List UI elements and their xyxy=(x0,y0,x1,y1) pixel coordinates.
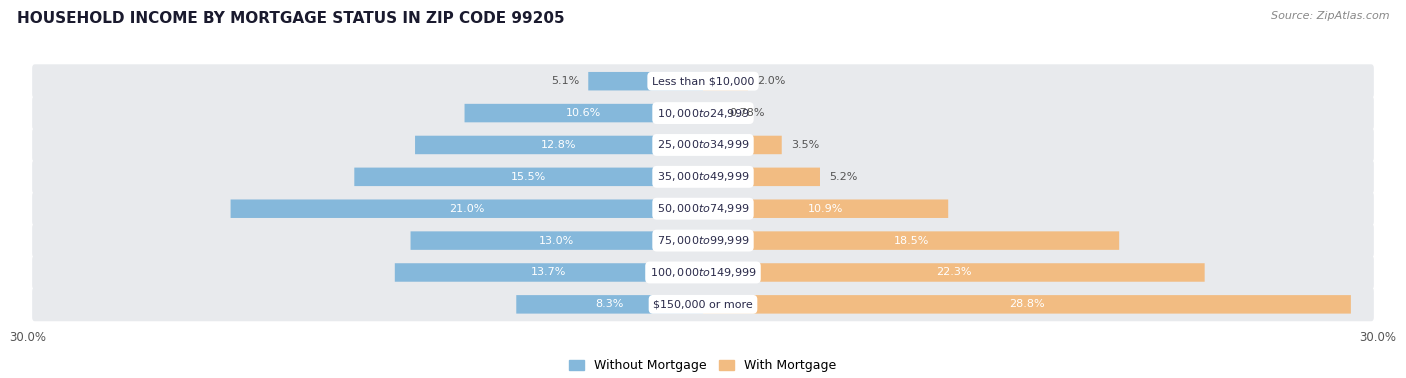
FancyBboxPatch shape xyxy=(32,128,1374,162)
Text: 21.0%: 21.0% xyxy=(449,204,485,214)
Text: 5.2%: 5.2% xyxy=(830,172,858,182)
Text: HOUSEHOLD INCOME BY MORTGAGE STATUS IN ZIP CODE 99205: HOUSEHOLD INCOME BY MORTGAGE STATUS IN Z… xyxy=(17,11,564,26)
FancyBboxPatch shape xyxy=(32,256,1374,290)
FancyBboxPatch shape xyxy=(32,224,1374,257)
FancyBboxPatch shape xyxy=(411,231,703,250)
FancyBboxPatch shape xyxy=(395,263,703,282)
Text: 18.5%: 18.5% xyxy=(893,235,929,246)
FancyBboxPatch shape xyxy=(703,263,1205,282)
FancyBboxPatch shape xyxy=(703,231,1119,250)
FancyBboxPatch shape xyxy=(703,200,948,218)
Text: 5.1%: 5.1% xyxy=(551,76,579,86)
Text: Source: ZipAtlas.com: Source: ZipAtlas.com xyxy=(1271,11,1389,21)
Text: Less than $10,000: Less than $10,000 xyxy=(652,76,754,86)
FancyBboxPatch shape xyxy=(703,295,1351,314)
Text: $35,000 to $49,999: $35,000 to $49,999 xyxy=(657,170,749,183)
FancyBboxPatch shape xyxy=(703,104,720,122)
Text: 13.7%: 13.7% xyxy=(531,268,567,277)
FancyBboxPatch shape xyxy=(32,160,1374,194)
FancyBboxPatch shape xyxy=(32,287,1374,321)
Legend: Without Mortgage, With Mortgage: Without Mortgage, With Mortgage xyxy=(564,354,842,377)
FancyBboxPatch shape xyxy=(703,136,782,154)
Text: $100,000 to $149,999: $100,000 to $149,999 xyxy=(650,266,756,279)
Text: $10,000 to $24,999: $10,000 to $24,999 xyxy=(657,107,749,119)
FancyBboxPatch shape xyxy=(32,96,1374,130)
FancyBboxPatch shape xyxy=(588,72,703,90)
Text: $150,000 or more: $150,000 or more xyxy=(654,299,752,309)
Text: 28.8%: 28.8% xyxy=(1010,299,1045,309)
Text: 13.0%: 13.0% xyxy=(538,235,575,246)
FancyBboxPatch shape xyxy=(703,72,748,90)
FancyBboxPatch shape xyxy=(415,136,703,154)
Text: 15.5%: 15.5% xyxy=(510,172,547,182)
FancyBboxPatch shape xyxy=(32,64,1374,98)
Text: $50,000 to $74,999: $50,000 to $74,999 xyxy=(657,202,749,215)
Text: 10.6%: 10.6% xyxy=(567,108,602,118)
FancyBboxPatch shape xyxy=(703,167,820,186)
Text: $75,000 to $99,999: $75,000 to $99,999 xyxy=(657,234,749,247)
FancyBboxPatch shape xyxy=(354,167,703,186)
FancyBboxPatch shape xyxy=(516,295,703,314)
Text: 10.9%: 10.9% xyxy=(808,204,844,214)
Text: 2.0%: 2.0% xyxy=(756,76,786,86)
Text: 22.3%: 22.3% xyxy=(936,268,972,277)
Text: $25,000 to $34,999: $25,000 to $34,999 xyxy=(657,138,749,152)
Text: 3.5%: 3.5% xyxy=(790,140,818,150)
Text: 0.78%: 0.78% xyxy=(730,108,765,118)
FancyBboxPatch shape xyxy=(464,104,703,122)
Text: 12.8%: 12.8% xyxy=(541,140,576,150)
Text: 8.3%: 8.3% xyxy=(596,299,624,309)
FancyBboxPatch shape xyxy=(231,200,703,218)
FancyBboxPatch shape xyxy=(32,192,1374,226)
